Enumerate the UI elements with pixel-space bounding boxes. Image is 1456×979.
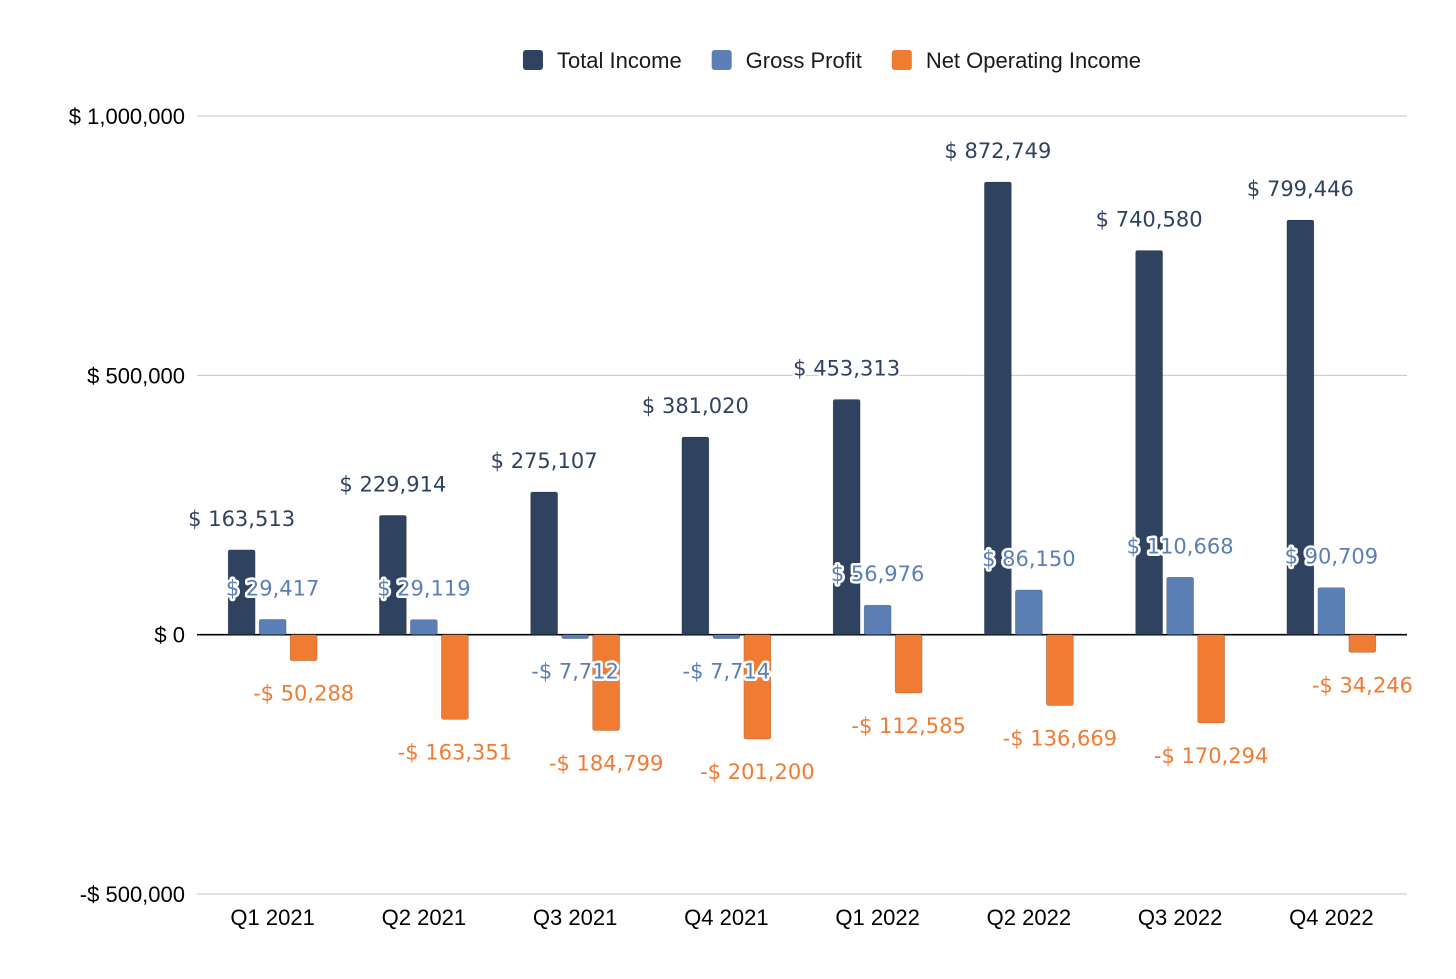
total-income-bar[interactable] [1135, 250, 1163, 635]
x-tick-label: Q1 2022 [835, 905, 919, 930]
y-tick-label: $ 0 [154, 623, 185, 648]
net-operating-income-bar[interactable] [441, 634, 469, 720]
x-tick-label: Q1 2021 [230, 905, 314, 930]
total-income-data-label: $ 872,749 [944, 139, 1051, 163]
x-tick-label: Q3 2022 [1138, 905, 1222, 930]
net-operating-income-data-label: -$ 34,246 [1312, 673, 1413, 697]
total-income-bar[interactable] [530, 491, 558, 635]
net-operating-income-data-label: -$ 112,585 [851, 714, 965, 738]
x-tick-label: Q3 2021 [533, 905, 617, 930]
legend-label-gross-profit: Gross Profit [746, 48, 862, 73]
net-operating-income-data-label: -$ 184,799 [549, 752, 663, 776]
y-tick-label: $ 1,000,000 [69, 104, 185, 129]
gross-profit-bar[interactable] [712, 634, 741, 639]
x-tick-label: Q2 2021 [382, 905, 466, 930]
y-tick-label: -$ 500,000 [80, 882, 185, 907]
total-income-data-label: $ 453,313 [793, 357, 900, 381]
gross-profit-data-label: $ 56,976 [831, 562, 925, 586]
x-tick-label: Q2 2022 [987, 905, 1071, 930]
x-tick-label: Q4 2021 [684, 905, 768, 930]
x-tick-label: Q4 2022 [1289, 905, 1373, 930]
total-income-data-label: $ 229,914 [339, 472, 446, 496]
total-income-bar[interactable] [681, 436, 710, 635]
gross-profit-data-label: -$ 7,712 [531, 660, 619, 684]
net-operating-income-bar[interactable] [289, 634, 318, 662]
net-operating-income-bar[interactable] [1348, 634, 1377, 653]
total-income-bar[interactable] [379, 515, 407, 635]
net-operating-income-bar[interactable] [592, 634, 620, 731]
gross-profit-bar[interactable] [561, 634, 589, 639]
legend-swatch-gross-profit [711, 50, 732, 70]
total-income-bar[interactable] [832, 399, 861, 635]
net-operating-income-bar[interactable] [743, 634, 772, 740]
gross-profit-data-label: $ 86,150 [982, 547, 1076, 571]
gross-profit-data-label: $ 110,668 [1127, 534, 1234, 558]
gross-profit-data-label: $ 90,709 [1285, 545, 1379, 569]
gross-profit-bar[interactable] [258, 619, 287, 635]
gross-profit-bar[interactable] [1015, 589, 1043, 635]
gross-profit-data-label: -$ 7,714 [683, 660, 771, 684]
gross-profit-bar[interactable] [1166, 576, 1194, 635]
net-operating-income-data-label: -$ 50,288 [253, 682, 354, 706]
net-operating-income-bar[interactable] [1197, 634, 1225, 724]
gross-profit-data-label: $ 29,417 [226, 576, 320, 600]
net-operating-income-data-label: -$ 136,669 [1003, 727, 1117, 751]
total-income-data-label: $ 799,446 [1247, 177, 1354, 201]
net-operating-income-data-label: -$ 163,351 [398, 740, 512, 764]
total-income-bar[interactable] [984, 181, 1012, 635]
gross-profit-bar[interactable] [410, 619, 438, 635]
total-income-data-label: $ 163,513 [188, 507, 295, 531]
legend-label-total-income: Total Income [557, 48, 682, 73]
gross-profit-bar[interactable] [1317, 587, 1346, 635]
net-operating-income-bar[interactable] [1046, 634, 1074, 706]
legend-label-net-operating-income: Net Operating Income [926, 48, 1141, 73]
legend-swatch-net-operating-income [891, 50, 912, 70]
gross-profit-bar[interactable] [863, 604, 892, 635]
net-operating-income-bar[interactable] [894, 634, 923, 694]
total-income-bar[interactable] [1286, 219, 1315, 635]
net-operating-income-data-label: -$ 201,200 [700, 760, 814, 784]
gross-profit-data-label: $ 29,119 [377, 577, 471, 601]
legend-swatch-total-income [522, 50, 543, 70]
net-operating-income-data-label: -$ 170,294 [1154, 744, 1268, 768]
total-income-bar[interactable] [227, 549, 256, 635]
y-tick-label: $ 500,000 [87, 363, 185, 388]
total-income-data-label: $ 740,580 [1096, 208, 1203, 232]
total-income-data-label: $ 381,020 [642, 394, 749, 418]
total-income-data-label: $ 275,107 [491, 449, 598, 473]
